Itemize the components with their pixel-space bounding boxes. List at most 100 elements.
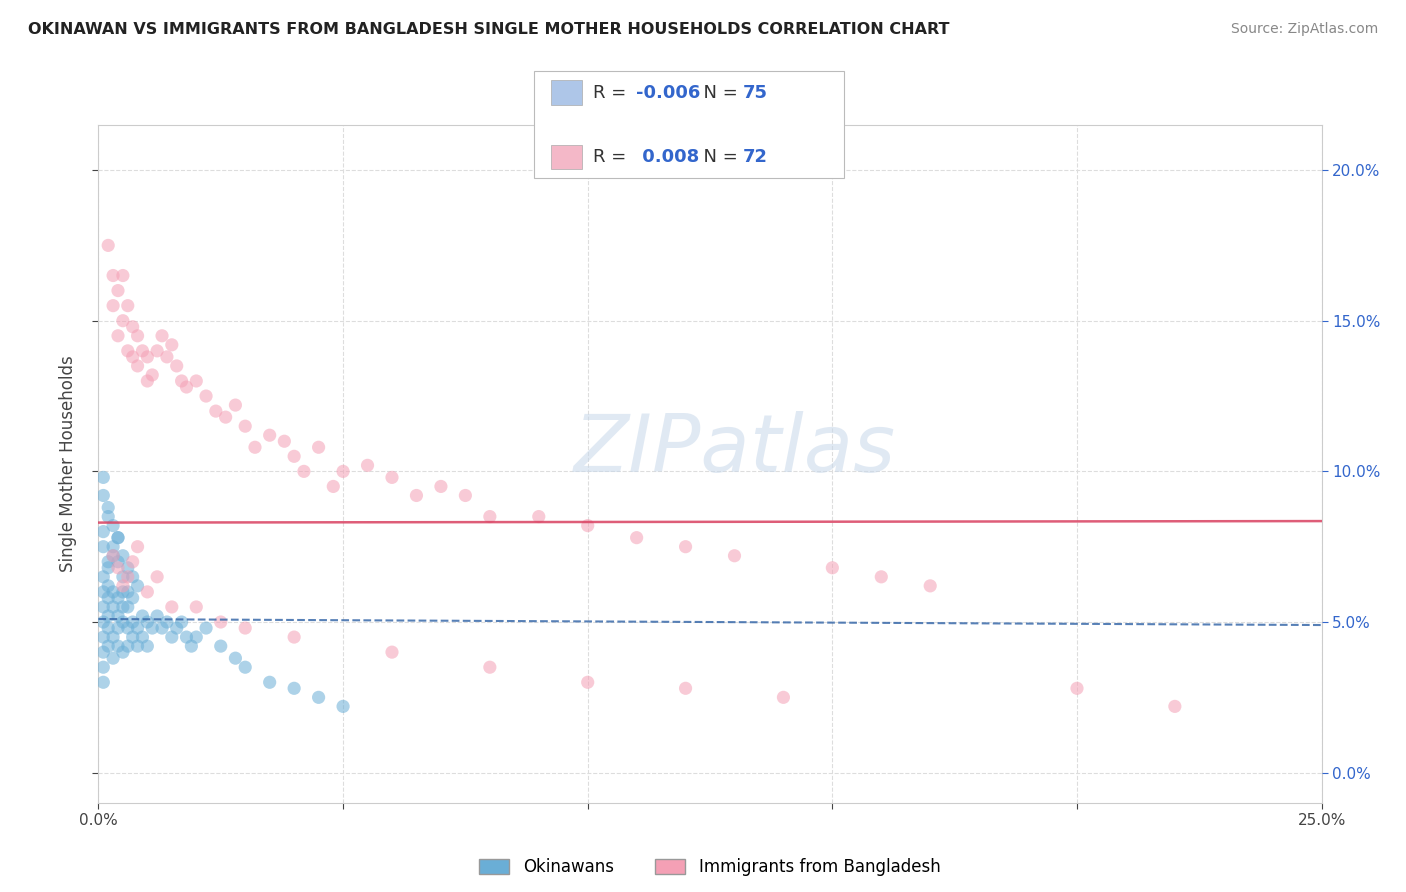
- Point: [97, 639, 120, 653]
- Point: [136, 374, 159, 388]
- Point: [127, 621, 149, 635]
- Point: [283, 630, 305, 644]
- Point: [146, 570, 169, 584]
- Point: [273, 434, 295, 449]
- Point: [195, 621, 218, 635]
- Point: [1164, 699, 1187, 714]
- Text: N =: N =: [692, 84, 744, 102]
- Text: 75: 75: [742, 84, 768, 102]
- Point: [821, 561, 844, 575]
- Point: [176, 380, 198, 394]
- Point: [91, 615, 114, 629]
- Point: [91, 645, 114, 659]
- Point: [156, 350, 179, 364]
- Point: [97, 509, 120, 524]
- Point: [111, 615, 134, 629]
- Point: [131, 609, 153, 624]
- Point: [141, 621, 163, 635]
- Point: [101, 549, 124, 563]
- Point: [243, 440, 266, 454]
- Point: [107, 621, 129, 635]
- Point: [121, 350, 143, 364]
- Point: [117, 561, 139, 575]
- Point: [91, 470, 114, 484]
- Point: [205, 404, 228, 418]
- Point: [121, 591, 143, 605]
- Text: R =: R =: [593, 148, 633, 166]
- Point: [111, 645, 134, 659]
- Point: [141, 368, 163, 382]
- Point: [121, 630, 143, 644]
- Point: [626, 531, 648, 545]
- Point: [97, 561, 120, 575]
- Point: [127, 328, 149, 343]
- Text: Source: ZipAtlas.com: Source: ZipAtlas.com: [1230, 22, 1378, 37]
- Point: [97, 609, 120, 624]
- Point: [101, 299, 124, 313]
- Point: [131, 343, 153, 358]
- Point: [121, 555, 143, 569]
- Point: [870, 570, 893, 584]
- Point: [101, 518, 124, 533]
- Point: [186, 630, 208, 644]
- Point: [308, 440, 330, 454]
- Point: [308, 690, 330, 705]
- Point: [283, 681, 305, 696]
- Point: [332, 464, 354, 478]
- Point: [772, 690, 794, 705]
- Point: [332, 699, 354, 714]
- Point: [91, 488, 114, 502]
- Point: [224, 651, 246, 665]
- Point: [527, 509, 550, 524]
- Point: [160, 599, 183, 614]
- Point: [675, 540, 697, 554]
- Point: [136, 350, 159, 364]
- Point: [91, 585, 114, 599]
- Point: [186, 599, 208, 614]
- Point: [101, 540, 124, 554]
- Point: [675, 681, 697, 696]
- Point: [97, 621, 120, 635]
- Point: [156, 615, 179, 629]
- Point: [576, 518, 599, 533]
- Point: [150, 328, 173, 343]
- Point: [160, 338, 183, 352]
- Point: [101, 651, 124, 665]
- Point: [107, 609, 129, 624]
- Point: [381, 645, 404, 659]
- Point: [356, 458, 378, 473]
- Legend: Okinawans, Immigrants from Bangladesh: Okinawans, Immigrants from Bangladesh: [472, 851, 948, 882]
- Point: [111, 549, 134, 563]
- Point: [107, 531, 129, 545]
- Point: [121, 319, 143, 334]
- Point: [101, 599, 124, 614]
- Point: [107, 591, 129, 605]
- Point: [209, 639, 232, 653]
- Text: OKINAWAN VS IMMIGRANTS FROM BANGLADESH SINGLE MOTHER HOUSEHOLDS CORRELATION CHAR: OKINAWAN VS IMMIGRANTS FROM BANGLADESH S…: [28, 22, 949, 37]
- Point: [180, 639, 202, 653]
- Point: [478, 660, 501, 674]
- Point: [117, 585, 139, 599]
- Point: [127, 579, 149, 593]
- Point: [214, 410, 236, 425]
- Point: [146, 609, 169, 624]
- Point: [111, 268, 134, 283]
- Point: [405, 488, 427, 502]
- Point: [107, 328, 129, 343]
- Point: [146, 343, 169, 358]
- Text: N =: N =: [692, 148, 744, 166]
- Point: [117, 621, 139, 635]
- Point: [111, 570, 134, 584]
- Point: [478, 509, 501, 524]
- Point: [107, 284, 129, 298]
- Point: [176, 630, 198, 644]
- Point: [292, 464, 315, 478]
- Point: [136, 585, 159, 599]
- Point: [101, 549, 124, 563]
- Point: [233, 621, 256, 635]
- Text: ZIPatlas: ZIPatlas: [574, 411, 896, 490]
- Point: [97, 591, 120, 605]
- Point: [91, 599, 114, 614]
- Point: [107, 561, 129, 575]
- Point: [283, 450, 305, 464]
